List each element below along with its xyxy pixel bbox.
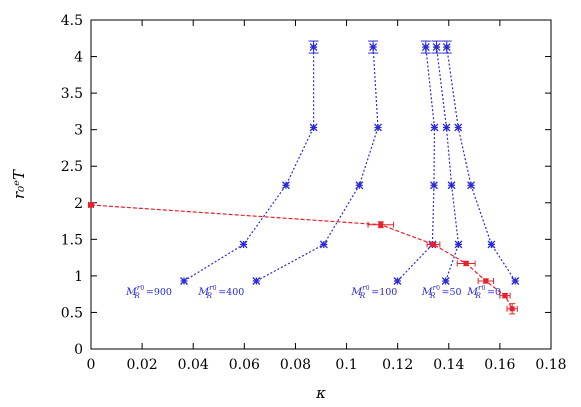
data-point — [463, 260, 469, 266]
axes: 0 0.02 0.04 0.06 0.08 0.1 0.12 0.14 0.16 0.18 0 0.5… — [61, 13, 567, 373]
y-tick-label: 1.5 — [61, 232, 83, 248]
data-point — [319, 240, 328, 249]
series-1 — [252, 40, 382, 285]
x-tick-label: 0.14 — [433, 357, 464, 373]
series-line — [435, 46, 460, 282]
y-tick-label: 3 — [74, 123, 83, 139]
series-4 — [441, 40, 520, 285]
x-tick-label: 0.16 — [484, 357, 515, 373]
y-axis-title: r₀ᵉT — [10, 169, 28, 199]
curve-label: Mr0 R =50 — [421, 283, 462, 300]
data-point — [378, 222, 384, 228]
curve-label: Mr0 R =400 — [197, 283, 244, 300]
curve-label: Mr0 R =900 — [125, 283, 172, 300]
series-layer — [87, 40, 520, 315]
x-axis-title: κ — [315, 384, 326, 402]
data-point — [447, 181, 456, 190]
curve-label: Mr0 R =0 — [466, 283, 501, 300]
data-point — [180, 277, 188, 285]
data-point — [483, 278, 489, 284]
data-point — [374, 123, 382, 132]
data-point — [487, 240, 496, 249]
data-point — [454, 123, 463, 132]
data-point — [393, 277, 402, 285]
data-point — [442, 123, 451, 132]
data-point — [454, 240, 463, 249]
x-tick-label: 0.12 — [382, 357, 413, 373]
data-point — [239, 240, 248, 249]
data-point — [309, 123, 318, 132]
data-point — [88, 202, 94, 208]
data-point — [511, 277, 520, 285]
x-tick-label: 0.08 — [280, 357, 311, 373]
x-tick-label: 0.1 — [335, 357, 357, 373]
y-tick-label: 1 — [74, 269, 83, 285]
x-tick-label: 0.18 — [535, 357, 566, 373]
curve-labels: Mr0 R =900 Mr0 R =400 Mr0 R =100 Mr0 R =50 Mr0 R =0 — [125, 283, 501, 300]
x-tick-label: 0.04 — [178, 357, 209, 373]
y-tick-label: 0.5 — [61, 305, 83, 321]
series-line — [396, 46, 436, 282]
series-line — [183, 47, 315, 282]
x-tick-label: 0 — [87, 357, 96, 373]
data-point — [509, 306, 515, 312]
data-point — [355, 181, 364, 190]
y-tick-label: 2.5 — [61, 159, 83, 175]
y-tick-label: 4 — [74, 50, 83, 66]
y-tick-label: 0 — [74, 342, 83, 358]
data-point — [430, 123, 439, 132]
data-point — [282, 181, 290, 190]
data-point — [467, 181, 475, 190]
data-point — [429, 181, 438, 190]
data-point — [252, 277, 261, 285]
plot-frame — [90, 19, 552, 350]
series-5 — [87, 201, 518, 315]
curve-label: Mr0 R =100 — [350, 283, 397, 300]
x-tick-label: 0.02 — [127, 357, 158, 373]
data-point — [502, 293, 508, 299]
y-tick-label: 2 — [74, 196, 83, 212]
series-line — [446, 46, 516, 282]
series-2 — [393, 40, 439, 285]
x-tick-label: 0.06 — [229, 357, 260, 373]
y-tick-label: 3.5 — [61, 86, 83, 102]
series-line — [256, 47, 379, 282]
series-0 — [180, 40, 319, 285]
series-3 — [431, 40, 463, 285]
data-point — [430, 241, 436, 247]
data-point — [441, 277, 450, 285]
y-tick-label: 4.5 — [61, 13, 83, 29]
